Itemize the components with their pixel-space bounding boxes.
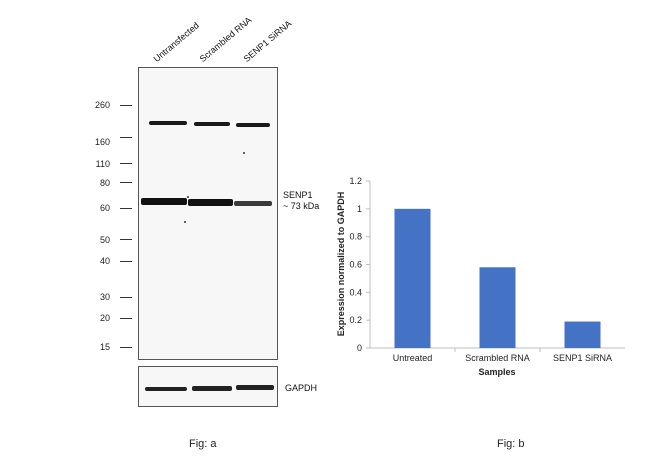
mw-label-40: 40 xyxy=(99,256,110,266)
chart-y-axis-label: Expression normalized to GAPDH xyxy=(336,192,346,337)
mw-tick xyxy=(120,261,132,262)
gapdh-band-lane-2 xyxy=(192,386,232,391)
upper-band-lane-2 xyxy=(194,122,230,126)
fig-b-caption: Fig: b xyxy=(497,438,525,450)
gapdh-band-lane-1 xyxy=(145,387,187,391)
blot-speck xyxy=(243,152,245,154)
mw-label-60: 60 xyxy=(99,203,110,213)
mw-label-15: 15 xyxy=(99,342,110,352)
chart-bar xyxy=(479,267,516,348)
mw-tick xyxy=(120,318,132,319)
mw-label-50: 50 xyxy=(99,235,110,245)
chart-y-tick-label: 0.6 xyxy=(349,260,362,270)
gapdh-blot-image xyxy=(138,366,278,407)
mw-label-110: 110 xyxy=(95,159,110,169)
chart-y-tick-label: 0 xyxy=(357,343,362,353)
senp1-band-lane-3 xyxy=(234,201,272,206)
gapdh-label: GAPDH xyxy=(285,383,318,393)
chart-y-tick-label: 1.2 xyxy=(349,176,362,186)
chart-y-ticks: 0 0.2 0.4 0.6 0.8 1 1.2 xyxy=(349,176,370,353)
mw-tick xyxy=(120,239,132,240)
mw-label-20: 20 xyxy=(99,313,110,323)
mw-tick xyxy=(120,163,132,164)
chart-x-axis-label: Samples xyxy=(478,367,515,377)
chart-y-tick-label: 0.8 xyxy=(349,232,362,242)
chart-x-tick-label: Untreated xyxy=(393,353,433,363)
chart-y-tick-label: 0.2 xyxy=(349,315,362,325)
mw-tick xyxy=(120,208,132,209)
mw-tick xyxy=(120,137,132,138)
target-size: ~ 73 kDa xyxy=(283,201,320,211)
blot-speck xyxy=(184,221,186,223)
chart-bar xyxy=(394,208,431,348)
mw-label-30: 30 xyxy=(99,292,110,302)
upper-band-lane-3 xyxy=(236,123,270,127)
chart-bars xyxy=(394,208,601,348)
mw-label-160: 160 xyxy=(94,137,110,147)
chart-y-tick-label: 0.4 xyxy=(349,287,362,297)
main-blot-image xyxy=(138,67,278,360)
chart-x-tick-label: Scrambled RNA xyxy=(465,353,530,363)
mw-tick xyxy=(120,182,132,183)
upper-band-lane-1 xyxy=(149,121,187,125)
chart-y-tick-label: 1 xyxy=(357,204,362,214)
mw-tick xyxy=(120,297,132,298)
mw-label-80: 80 xyxy=(99,178,110,188)
blot-speck xyxy=(187,196,189,198)
chart-bar xyxy=(564,321,601,348)
fig-a-caption: Fig: a xyxy=(189,438,217,450)
chart-x-tick-label: SENP1 SiRNA xyxy=(553,353,612,363)
gapdh-band-lane-3 xyxy=(236,385,274,390)
mw-tick xyxy=(120,105,132,106)
target-name: SENP1 xyxy=(283,190,313,200)
mw-label-260: 260 xyxy=(94,100,110,110)
chart-x-ticks: Untreated Scrambled RNA SENP1 SiRNA xyxy=(393,348,612,363)
senp1-band-lane-2 xyxy=(188,199,233,206)
senp1-band-lane-1 xyxy=(141,198,187,205)
target-label: SENP1 ~ 73 kDa xyxy=(283,190,319,212)
mw-tick xyxy=(120,347,132,348)
